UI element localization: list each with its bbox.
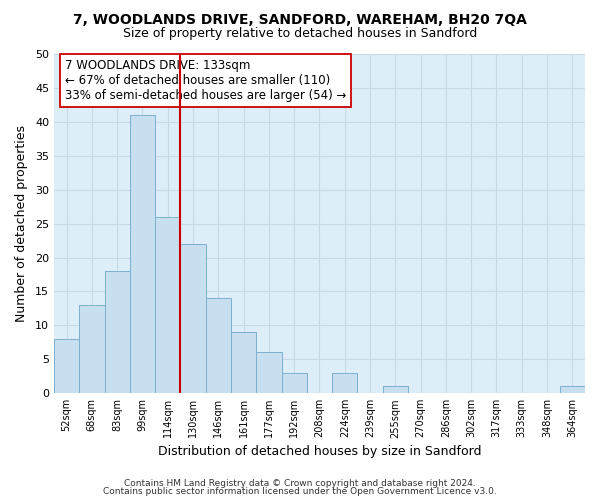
Bar bbox=[104, 271, 130, 393]
Bar bbox=[256, 352, 281, 393]
Y-axis label: Number of detached properties: Number of detached properties bbox=[15, 125, 28, 322]
Text: 7 WOODLANDS DRIVE: 133sqm
← 67% of detached houses are smaller (110)
33% of semi: 7 WOODLANDS DRIVE: 133sqm ← 67% of detac… bbox=[65, 59, 346, 102]
Bar bbox=[130, 115, 155, 393]
Bar bbox=[181, 244, 206, 393]
Bar bbox=[281, 373, 307, 393]
Bar bbox=[79, 305, 104, 393]
Text: Contains public sector information licensed under the Open Government Licence v3: Contains public sector information licen… bbox=[103, 487, 497, 496]
Bar bbox=[206, 298, 231, 393]
Text: 7, WOODLANDS DRIVE, SANDFORD, WAREHAM, BH20 7QA: 7, WOODLANDS DRIVE, SANDFORD, WAREHAM, B… bbox=[73, 12, 527, 26]
Text: Contains HM Land Registry data © Crown copyright and database right 2024.: Contains HM Land Registry data © Crown c… bbox=[124, 478, 476, 488]
Bar bbox=[383, 386, 408, 393]
Bar bbox=[54, 339, 79, 393]
Bar bbox=[332, 373, 358, 393]
Bar bbox=[155, 217, 181, 393]
Bar bbox=[560, 386, 585, 393]
X-axis label: Distribution of detached houses by size in Sandford: Distribution of detached houses by size … bbox=[158, 444, 481, 458]
Text: Size of property relative to detached houses in Sandford: Size of property relative to detached ho… bbox=[123, 28, 477, 40]
Bar bbox=[231, 332, 256, 393]
